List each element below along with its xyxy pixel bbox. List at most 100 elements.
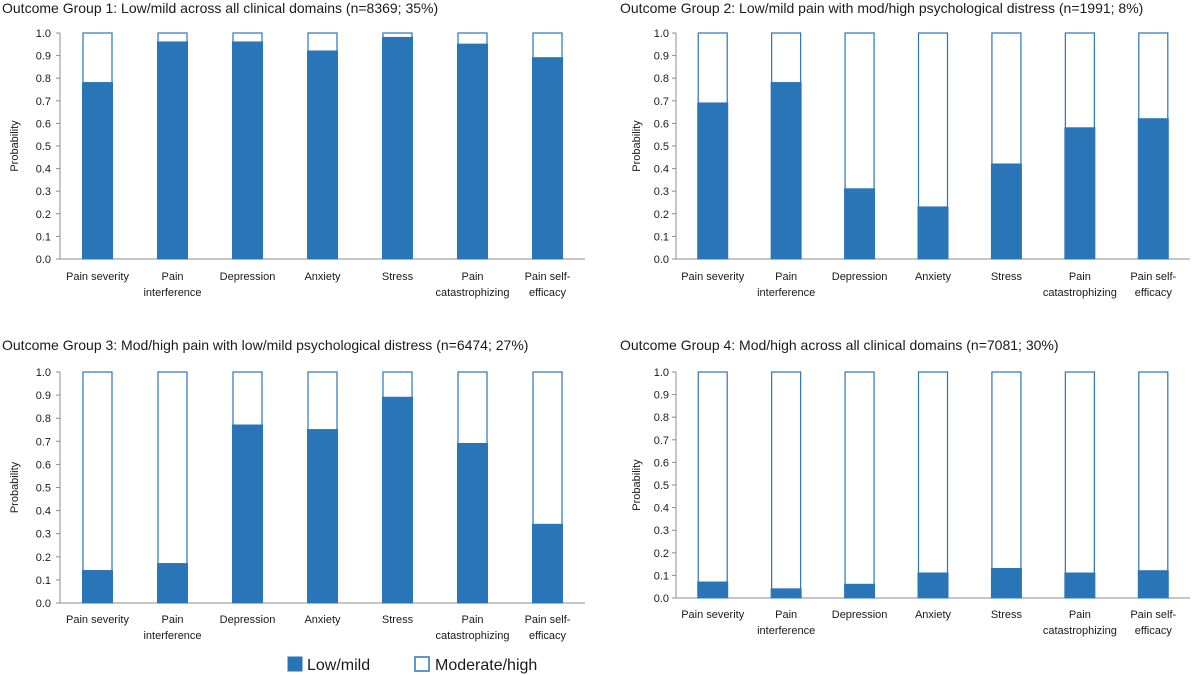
y-tick-label: 0.0 [654,254,669,266]
x-category-label: Depression [832,271,888,283]
x-category-label: efficacy [529,287,567,299]
x-category-label: Pain [775,609,797,621]
x-category-label: Pain [1069,271,1091,283]
y-axis-label: Probability [631,120,643,172]
bar-low-mild [697,102,729,260]
y-tick-label: 0.3 [36,186,51,198]
y-tick-label: 1.0 [654,28,669,40]
bar-low-mild [532,57,563,260]
chart-panel-2: Outcome Group 2: Low/mild pain with mod/… [620,0,1190,299]
bar-moderate-high [991,371,1022,570]
x-category-label: interference [143,630,201,642]
y-axis-label: Probability [9,120,21,172]
bar-low-mild [457,43,488,260]
bar-low-mild [232,41,263,260]
bar-low-mild [157,563,188,604]
bar-moderate-high [917,371,949,574]
legend-label-low-mild: Low/mild [307,657,370,674]
y-tick-label: 0.2 [36,209,51,221]
y-tick-label: 0.8 [36,73,51,85]
x-category-label: Pain [775,271,797,283]
y-tick-label: 1.0 [654,367,669,379]
x-category-label: efficacy [1135,625,1173,637]
y-tick-label: 0.7 [654,96,669,108]
bar-low-mild [382,37,413,260]
x-category-label: Depression [220,271,276,283]
chart-title: Outcome Group 4: Mod/high across all cli… [620,337,1059,353]
bar-moderate-high [82,32,113,84]
x-category-label: catastrophizing [1043,287,1117,299]
x-category-label: Anxiety [915,271,952,283]
y-tick-label: 0.7 [36,436,51,448]
x-category-label: efficacy [1135,287,1173,299]
legend-swatch-low-mild [287,656,303,672]
x-category-label: Depression [832,609,888,621]
x-category-label: Stress [382,271,414,283]
y-tick-label: 1.0 [36,28,51,40]
x-category-label: Pain severity [66,271,129,283]
bar-moderate-high [771,371,802,590]
bar-low-mild [990,163,1022,260]
x-category-label: Pain [461,614,483,626]
y-tick-label: 1.0 [36,367,51,379]
y-tick-label: 0.2 [36,552,51,564]
bar-low-mild [382,396,413,604]
bar-moderate-high [457,371,488,445]
legend-label-moderate-high: Moderate/high [435,657,537,674]
bar-low-mild [844,188,876,260]
bar-moderate-high [157,32,188,43]
y-tick-label: 0.9 [654,390,669,402]
bar-low-mild [307,429,338,604]
bar-moderate-high [1138,32,1169,120]
y-tick-label: 0.6 [654,457,669,469]
x-category-label: Depression [220,614,276,626]
y-tick-label: 0.5 [36,483,51,495]
bar-low-mild [457,443,488,604]
bar-moderate-high [157,371,188,565]
chart-panel-4: Outcome Group 4: Mod/high across all cli… [620,337,1190,637]
bar-low-mild [770,588,802,599]
bar-moderate-high [1138,371,1169,572]
bar-low-mild [307,50,338,260]
bar-low-mild [990,568,1022,599]
chart-panels: Outcome Group 1: Low/mild across all cli… [2,0,1190,642]
x-category-label: Stress [991,271,1023,283]
y-tick-label: 0.7 [654,435,669,447]
x-category-label: Pain self- [1130,609,1176,621]
bar-moderate-high [532,32,563,59]
y-tick-label: 0.5 [654,141,669,153]
bar-low-mild [1064,572,1096,599]
bar-moderate-high [697,32,728,104]
y-tick-label: 0.6 [36,118,51,130]
bar-moderate-high [457,32,488,45]
y-tick-label: 0.9 [36,390,51,402]
bar-moderate-high [844,32,875,190]
x-category-label: Pain [1069,609,1091,621]
x-category-label: Stress [991,609,1023,621]
bar-moderate-high [771,32,802,84]
bar-low-mild [82,82,113,260]
x-category-label: Pain severity [681,271,744,283]
y-tick-label: 0.4 [36,506,51,518]
x-category-label: catastrophizing [436,287,510,299]
y-axis-label: Probability [9,461,21,513]
bar-low-mild [532,523,563,604]
x-category-label: Pain severity [681,609,744,621]
y-tick-label: 0.1 [36,231,51,243]
x-category-label: Anxiety [304,271,341,283]
x-category-label: Anxiety [915,609,952,621]
y-tick-label: 0.2 [654,548,669,560]
y-tick-label: 0.1 [654,231,669,243]
bar-moderate-high [844,371,875,586]
y-tick-label: 0.8 [654,73,669,85]
y-axis-label: Probability [631,459,643,511]
bar-moderate-high [232,32,263,43]
bar-moderate-high [82,371,113,572]
x-category-label: catastrophizing [1043,625,1117,637]
bar-low-mild [1137,570,1169,599]
x-category-label: interference [757,287,815,299]
x-category-label: Stress [382,614,414,626]
legend-swatch-moderate-high [414,656,430,672]
y-tick-label: 0.0 [36,254,51,266]
